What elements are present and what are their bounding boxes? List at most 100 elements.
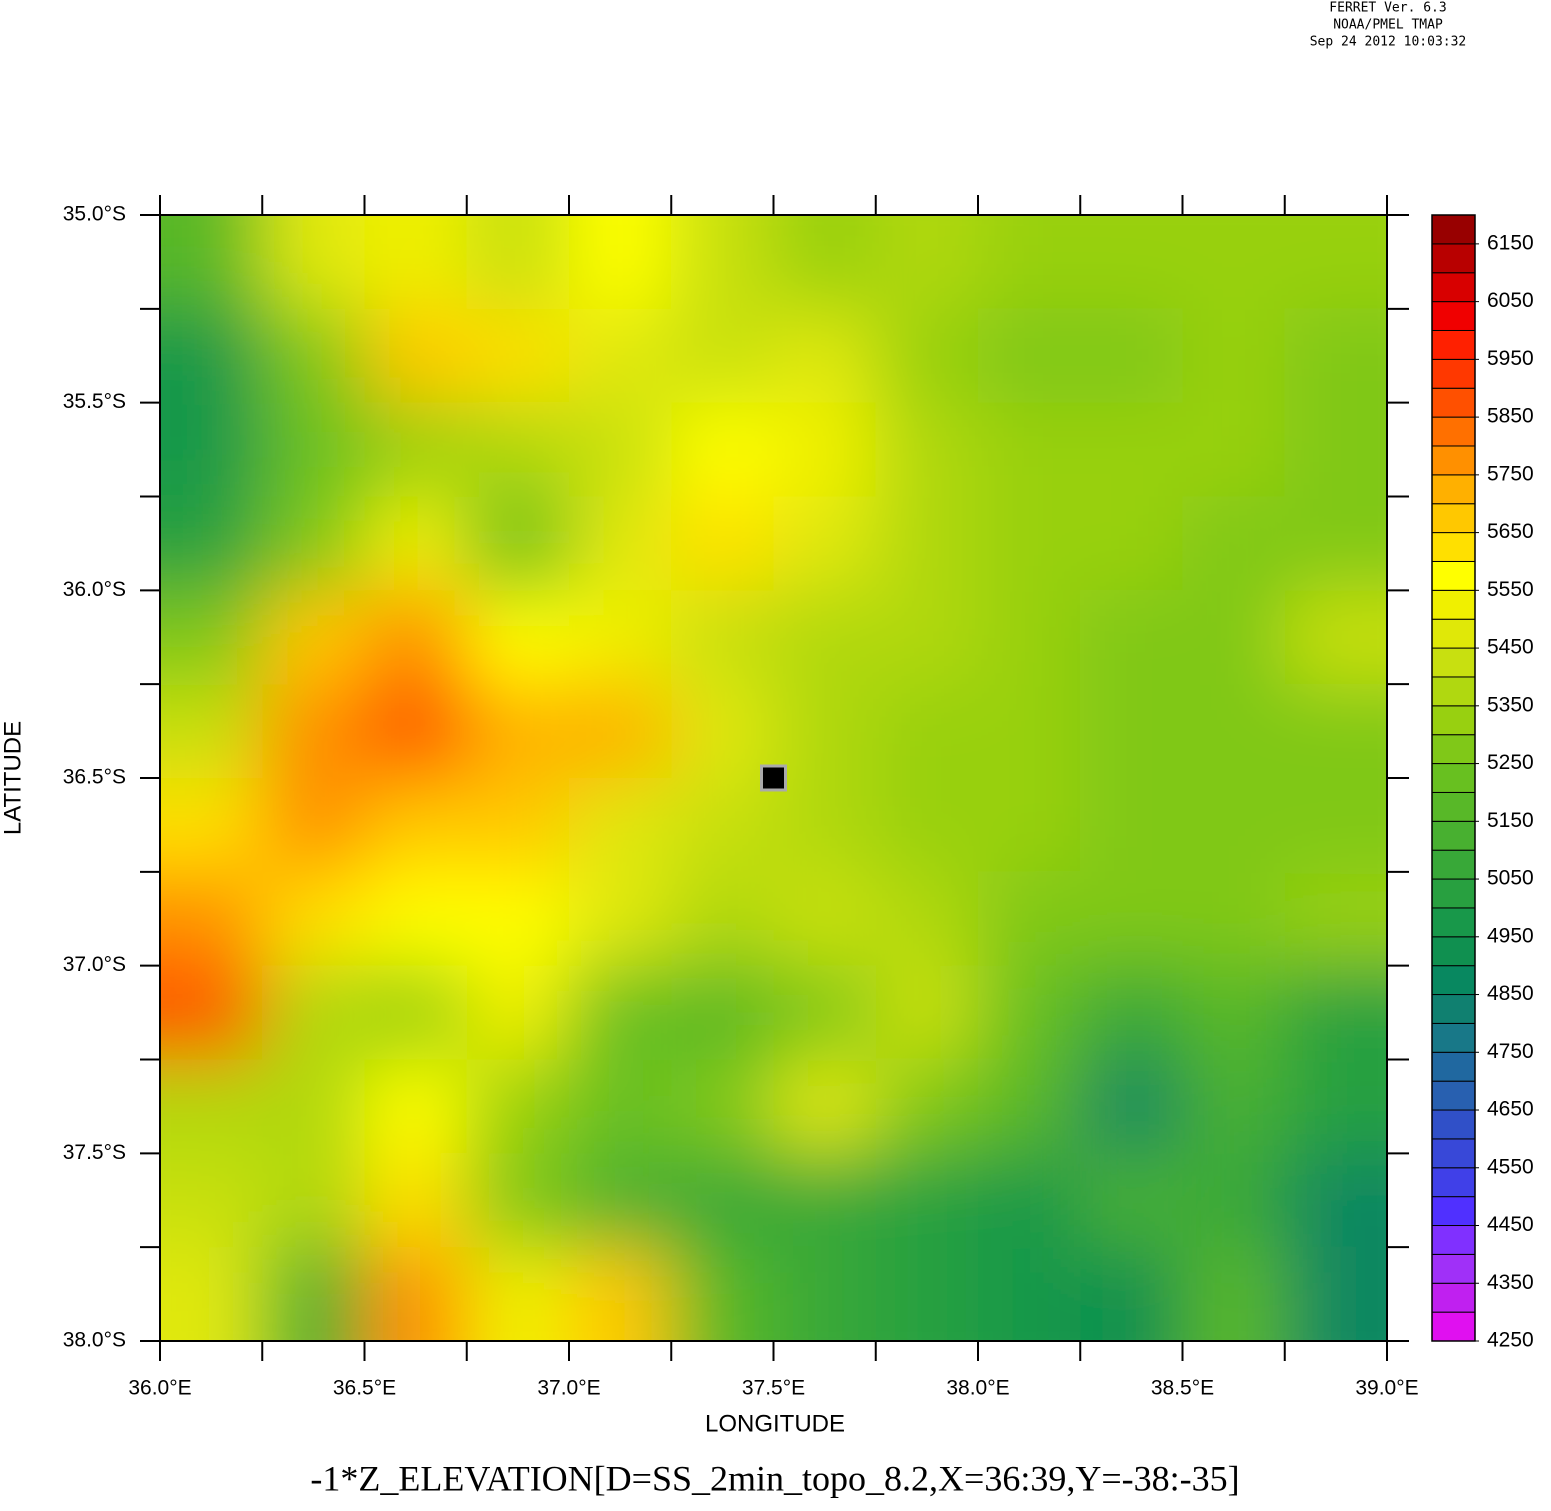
field-cell: [262, 590, 366, 686]
field-cell: [569, 308, 673, 404]
field-cell: [262, 1059, 366, 1155]
field-cell: [364, 402, 468, 498]
colorbar-label: 5350: [1487, 693, 1534, 716]
colorbar-band: [1431, 416, 1476, 447]
colorbar-band: [1431, 878, 1476, 909]
colorbar-label: 5150: [1487, 809, 1534, 832]
field-cell: [1284, 496, 1387, 592]
colorbar-label: 6150: [1487, 231, 1534, 254]
field-cell: [364, 215, 468, 310]
field-cell: [569, 402, 673, 498]
colorbar-label: 5850: [1487, 405, 1534, 428]
field-cell: [875, 1059, 979, 1155]
field-cell: [875, 496, 979, 592]
field-cell: [262, 965, 366, 1061]
field-cell: [1284, 871, 1387, 967]
colorbar-band: [1431, 849, 1476, 880]
field-cell: [1284, 590, 1387, 686]
colorbar-label: 5050: [1487, 867, 1534, 890]
field-cell: [1080, 871, 1184, 967]
colorbar-label: 4250: [1487, 1329, 1534, 1352]
field-cell: [160, 496, 264, 592]
field-cell: [1182, 684, 1286, 779]
field-cell: [773, 778, 877, 873]
field-cell: [1080, 965, 1184, 1061]
header-line: Sep 24 2012 10:03:32: [1310, 35, 1467, 50]
field-cell: [364, 965, 468, 1061]
colorbar-band: [1431, 301, 1476, 331]
field-cell: [773, 1059, 877, 1155]
field-cell: [160, 965, 264, 1061]
field-cell: [1284, 402, 1387, 498]
x-tick-label: 36.5°E: [333, 1377, 396, 1400]
field-cell: [364, 871, 468, 967]
field-cell: [569, 496, 673, 592]
field-cell: [1182, 590, 1286, 686]
colorbar-label: 5450: [1487, 636, 1534, 659]
field-cell: [671, 590, 775, 686]
field-cell: [1080, 590, 1184, 686]
marker: [760, 764, 787, 792]
y-axis-title: LATITUDE: [0, 721, 26, 835]
colorbar-band: [1431, 1022, 1476, 1053]
field-cell: [1182, 778, 1286, 873]
colorbar-band: [1431, 474, 1476, 505]
y-tick-label: 37.5°S: [63, 1141, 126, 1164]
field-cell: [160, 778, 264, 873]
field-cell: [773, 1247, 877, 1341]
colorbar-band: [1431, 387, 1476, 418]
field-cell: [978, 684, 1082, 779]
colorbar-band: [1431, 647, 1476, 678]
colorbar-band: [1431, 791, 1476, 822]
field-cell: [1080, 1153, 1184, 1249]
field-cell: [160, 1247, 264, 1341]
field-cell: [569, 590, 673, 686]
field-cell: [1284, 1153, 1387, 1249]
colorbar-band: [1431, 1311, 1476, 1342]
header-line: NOAA/PMEL TMAP: [1333, 18, 1443, 33]
colorbar-band: [1431, 358, 1476, 389]
colorbar-label: 4550: [1487, 1155, 1534, 1178]
colorbar-band: [1431, 936, 1476, 967]
x-tick-label: 39.0°E: [1355, 1377, 1418, 1400]
y-tick-label: 36.0°S: [63, 578, 126, 601]
colorbar-band: [1431, 965, 1476, 996]
colorbar-band: [1431, 560, 1476, 591]
header-line: FERRET Ver. 6.3: [1329, 1, 1446, 16]
field-cell: [1080, 1247, 1184, 1341]
x-tick-label: 37.5°E: [742, 1377, 805, 1400]
colorbar-label: 4950: [1487, 924, 1534, 947]
field-cell: [671, 871, 775, 967]
colorbar-band: [1431, 820, 1476, 851]
field-cell: [1284, 965, 1387, 1061]
field-cell: [1284, 1059, 1387, 1155]
colorbar-band: [1431, 676, 1476, 707]
field-cell: [1284, 215, 1387, 310]
field-cell: [875, 684, 979, 779]
field-cell: [160, 1153, 264, 1249]
field-cell: [671, 1247, 775, 1341]
field-cell: [875, 1153, 979, 1249]
field-cell: [671, 778, 775, 873]
colorbar-label: 4650: [1487, 1098, 1534, 1121]
colorbar-band: [1431, 907, 1476, 938]
colorbar-band: [1431, 1253, 1476, 1284]
field-cell: [773, 590, 877, 686]
field-cell: [671, 1153, 775, 1249]
field-cell: [978, 778, 1082, 873]
colorbar-band: [1431, 1051, 1476, 1082]
field-cell: [978, 402, 1082, 498]
axes: 36.0°E 36.5°E 37.0°E 37.5°E 38.0°E 38.5°E 39.0…: [63, 195, 1534, 1400]
field-cell: [978, 308, 1082, 404]
field-cell: [773, 684, 877, 779]
field-cell: [160, 684, 264, 779]
field-cell: [466, 1059, 570, 1155]
field-cell: [773, 215, 877, 310]
field-cell: [160, 590, 264, 686]
field-cell: [875, 965, 979, 1061]
x-tick-label: 37.0°E: [537, 1377, 600, 1400]
colorbar-band: [1431, 763, 1476, 793]
field-cell: [160, 215, 264, 310]
colorbar-band: [1431, 272, 1476, 303]
field-cell: [978, 590, 1082, 686]
